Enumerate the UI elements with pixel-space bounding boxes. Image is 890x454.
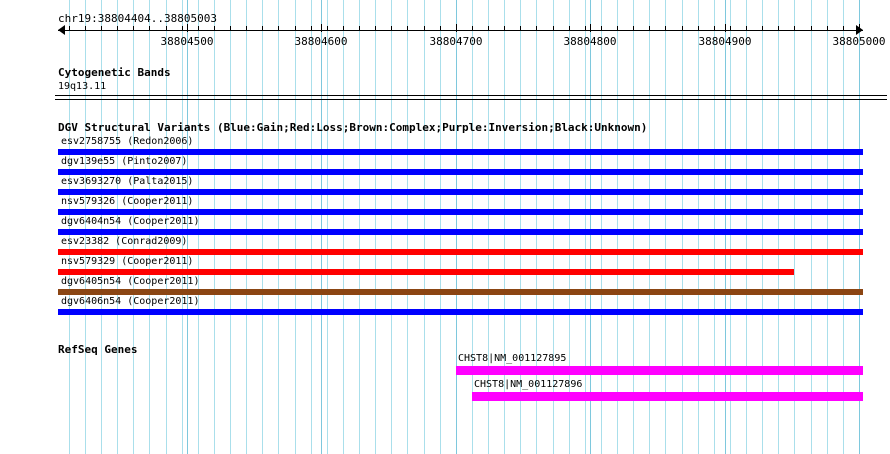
- ruler-tick-major: [590, 24, 591, 32]
- ruler-axis: [58, 30, 863, 31]
- ruler-tick: [311, 26, 312, 31]
- ruler-tick: [424, 26, 425, 31]
- ruler-tick-major: [725, 24, 726, 32]
- variant-track-bar[interactable]: [58, 169, 863, 175]
- variant-track-bar[interactable]: [58, 229, 863, 235]
- divider-top: [55, 95, 887, 96]
- ruler-tick: [762, 26, 763, 31]
- coordinate-label: chr19:38804404..38805003: [58, 12, 217, 25]
- ruler-tick-major: [456, 24, 457, 32]
- ruler-tick: [665, 26, 666, 31]
- gene-label[interactable]: CHST8|NM_001127895: [458, 353, 567, 364]
- cytoband-label: 19q13.11: [58, 81, 107, 92]
- ruler-tick-major: [859, 24, 860, 32]
- variant-track-bar[interactable]: [58, 309, 863, 315]
- gene-bar[interactable]: [472, 392, 863, 401]
- ruler-tick: [278, 26, 279, 31]
- ruler-tick: [246, 26, 247, 31]
- ruler-tick: [101, 26, 102, 31]
- variant-track-bar[interactable]: [58, 269, 794, 275]
- ruler-tick: [601, 26, 602, 31]
- refseq-section-title: RefSeq Genes: [58, 343, 138, 356]
- ruler-tick: [133, 26, 134, 31]
- ruler-tick: [633, 26, 634, 31]
- ruler-tick: [69, 26, 70, 31]
- ruler-tick: [698, 26, 699, 31]
- ruler-tick-label: 38804500: [160, 35, 214, 48]
- ruler-tick: [585, 26, 586, 31]
- ruler-tick: [262, 26, 263, 31]
- gene-bar[interactable]: [456, 366, 863, 375]
- ruler-tick: [504, 26, 505, 31]
- ruler-tick-label: 38804600: [294, 35, 348, 48]
- variant-track-label[interactable]: dgv6404n54 (Cooper2011): [61, 216, 200, 227]
- ruler-tick-label: 38804900: [698, 35, 752, 48]
- arrow-left-icon: [58, 25, 65, 35]
- ruler-tick: [343, 26, 344, 31]
- ruler-tick: [182, 26, 183, 31]
- ruler-tick: [714, 26, 715, 31]
- ruler-tick-major: [321, 24, 322, 32]
- ruler-tick: [214, 26, 215, 31]
- gene-label[interactable]: CHST8|NM_001127896: [474, 379, 583, 390]
- ruler-tick: [553, 26, 554, 31]
- variant-track-label[interactable]: nsv579329 (Cooper2011): [61, 256, 194, 267]
- dgv-section-title: DGV Structural Variants (Blue:Gain;Red:L…: [58, 121, 648, 134]
- ruler-tick: [827, 26, 828, 31]
- variant-track-label[interactable]: nsv579326 (Cooper2011): [61, 196, 194, 207]
- ruler-tick-label: 38804700: [429, 35, 483, 48]
- variant-track-bar[interactable]: [58, 149, 863, 155]
- ruler-tick: [536, 26, 537, 31]
- ruler-tick-label: 38805000: [832, 35, 886, 48]
- variant-track-bar[interactable]: [58, 209, 863, 215]
- variant-track-label[interactable]: esv2758755 (Redon2006): [61, 136, 194, 147]
- ruler-tick: [617, 26, 618, 31]
- ruler-tick: [843, 26, 844, 31]
- ruler-tick: [778, 26, 779, 31]
- ruler-tick: [198, 26, 199, 31]
- ruler-tick: [569, 26, 570, 31]
- ruler-tick: [682, 26, 683, 31]
- variant-track-bar[interactable]: [58, 249, 863, 255]
- variant-track-bar[interactable]: [58, 289, 863, 295]
- ruler-tick: [85, 26, 86, 31]
- ruler-tick: [440, 26, 441, 31]
- ruler-tick: [327, 26, 328, 31]
- ruler-tick: [730, 26, 731, 31]
- ruler-tick: [391, 26, 392, 31]
- ruler-tick: [166, 26, 167, 31]
- ruler-tick: [472, 26, 473, 31]
- ruler-tick: [520, 26, 521, 31]
- ruler-tick: [149, 26, 150, 31]
- variant-track-label[interactable]: dgv6406n54 (Cooper2011): [61, 296, 200, 307]
- variant-track-label[interactable]: dgv139e55 (Pinto2007): [61, 156, 188, 167]
- ruler-tick: [295, 26, 296, 31]
- ruler-tick: [407, 26, 408, 31]
- ruler-tick: [746, 26, 747, 31]
- ruler-tick: [375, 26, 376, 31]
- ruler-tick-major: [187, 24, 188, 32]
- variant-track-label[interactable]: dgv6405n54 (Cooper2011): [61, 276, 200, 287]
- ruler-tick: [359, 26, 360, 31]
- ruler-tick-label: 38804800: [563, 35, 617, 48]
- ruler-tick: [811, 26, 812, 31]
- ruler-tick: [117, 26, 118, 31]
- variant-track-bar[interactable]: [58, 189, 863, 195]
- cytoband-section-title: Cytogenetic Bands: [58, 66, 171, 79]
- ruler-tick: [794, 26, 795, 31]
- ruler-tick: [649, 26, 650, 31]
- ruler-tick: [488, 26, 489, 31]
- variant-track-label[interactable]: esv3693270 (Palta2015): [61, 176, 194, 187]
- ruler-tick: [230, 26, 231, 31]
- divider-bottom: [55, 99, 887, 100]
- variant-track-label[interactable]: esv23382 (Conrad2009): [61, 236, 188, 247]
